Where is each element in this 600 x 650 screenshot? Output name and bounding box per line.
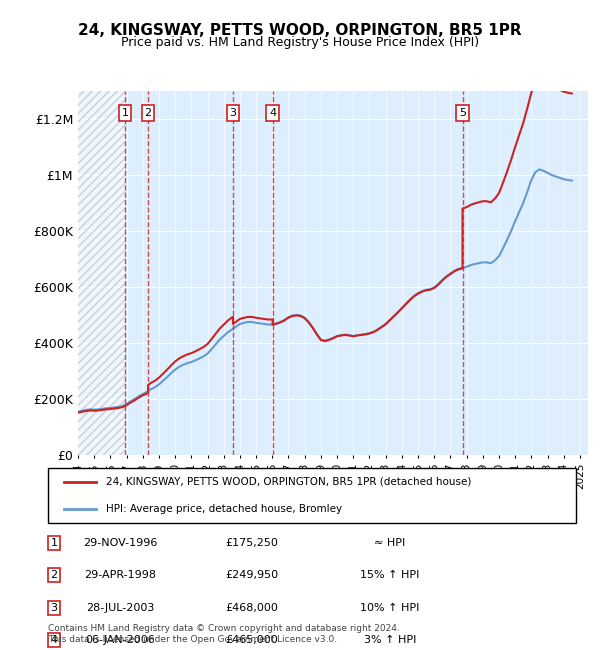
Text: 29-NOV-1996: 29-NOV-1996	[83, 538, 157, 548]
Text: 06-JAN-2006: 06-JAN-2006	[85, 635, 155, 645]
Text: 2: 2	[50, 570, 58, 580]
Text: 10% ↑ HPI: 10% ↑ HPI	[361, 603, 419, 613]
Text: 1: 1	[122, 108, 128, 118]
Text: 3: 3	[229, 108, 236, 118]
Text: ≈ HPI: ≈ HPI	[374, 538, 406, 548]
Text: 4: 4	[269, 108, 276, 118]
Text: £465,000: £465,000	[226, 635, 278, 645]
Text: 15% ↑ HPI: 15% ↑ HPI	[361, 570, 419, 580]
Bar	[78, 91, 125, 455]
Text: 3% ↑ HPI: 3% ↑ HPI	[364, 635, 416, 645]
Text: 4: 4	[50, 635, 58, 645]
Text: 1: 1	[50, 538, 58, 548]
Text: Contains HM Land Registry data © Crown copyright and database right 2024.
This d: Contains HM Land Registry data © Crown c…	[48, 624, 400, 644]
Text: HPI: Average price, detached house, Bromley: HPI: Average price, detached house, Brom…	[106, 504, 342, 514]
Text: 5: 5	[459, 108, 466, 118]
Text: 3: 3	[50, 603, 58, 613]
Text: Price paid vs. HM Land Registry's House Price Index (HPI): Price paid vs. HM Land Registry's House …	[121, 36, 479, 49]
FancyBboxPatch shape	[48, 468, 576, 523]
Text: 29-APR-1998: 29-APR-1998	[84, 570, 156, 580]
Text: £468,000: £468,000	[226, 603, 278, 613]
Text: 24, KINGSWAY, PETTS WOOD, ORPINGTON, BR5 1PR: 24, KINGSWAY, PETTS WOOD, ORPINGTON, BR5…	[78, 23, 522, 38]
Text: 24, KINGSWAY, PETTS WOOD, ORPINGTON, BR5 1PR (detached house): 24, KINGSWAY, PETTS WOOD, ORPINGTON, BR5…	[106, 477, 472, 487]
Text: £249,950: £249,950	[226, 570, 278, 580]
Text: 28-JUL-2003: 28-JUL-2003	[86, 603, 154, 613]
Text: 2: 2	[145, 108, 152, 118]
Text: £175,250: £175,250	[226, 538, 278, 548]
